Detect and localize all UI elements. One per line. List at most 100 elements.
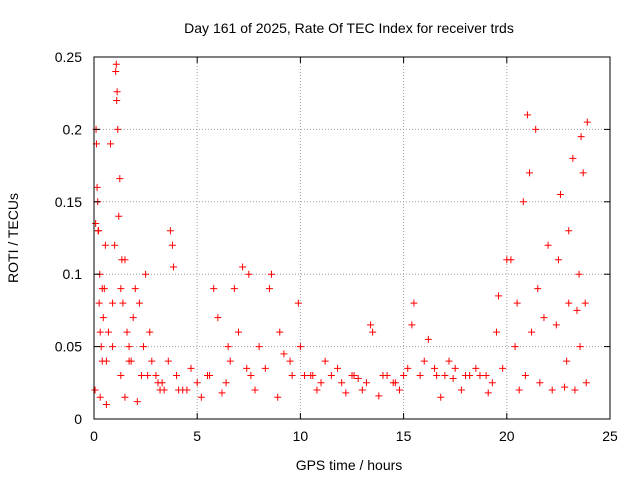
data-point <box>482 372 490 380</box>
data-point <box>245 270 253 278</box>
data-point <box>247 372 255 380</box>
data-point <box>367 321 375 329</box>
data-point <box>391 379 399 387</box>
data-point <box>338 379 346 387</box>
data-point <box>294 299 302 307</box>
data-point <box>169 263 177 271</box>
data-point <box>433 372 441 380</box>
data-point <box>286 357 294 365</box>
data-point <box>280 350 288 358</box>
data-point <box>91 386 99 394</box>
data-point <box>113 96 121 104</box>
data-point <box>222 379 230 387</box>
data-point <box>342 389 350 397</box>
data-point <box>404 364 412 372</box>
data-point <box>98 285 106 293</box>
x-tick-label: 10 <box>293 428 309 444</box>
data-point <box>112 60 120 68</box>
data-point <box>484 389 492 397</box>
data-point <box>255 343 263 351</box>
data-point <box>274 393 282 401</box>
data-point <box>534 285 542 293</box>
data-point <box>476 372 484 380</box>
data-point <box>239 263 247 271</box>
data-point <box>268 270 276 278</box>
axis-ticks: 0 5 10 15 20 25 0 0.05 0.1 0.15 0.2 0.25 <box>55 49 618 444</box>
data-point <box>536 379 544 387</box>
data-point <box>109 343 117 351</box>
data-point <box>166 227 174 235</box>
data-point <box>144 372 152 380</box>
data-point <box>540 314 548 322</box>
data-point <box>369 328 377 336</box>
data-point <box>265 285 273 293</box>
data-point <box>441 372 449 380</box>
data-point <box>117 285 125 293</box>
data-point <box>556 191 564 199</box>
data-point <box>123 328 131 336</box>
data-point <box>125 357 133 365</box>
data-point <box>513 299 521 307</box>
x-tick-label: 20 <box>499 428 515 444</box>
data-point <box>148 357 156 365</box>
data-point <box>526 169 534 177</box>
data-point <box>573 306 581 314</box>
data-point <box>117 372 125 380</box>
data-point <box>445 357 453 365</box>
data-point <box>95 227 103 235</box>
data-point <box>164 357 172 365</box>
data-point <box>234 328 242 336</box>
data-point <box>569 154 577 162</box>
data-point <box>296 343 304 351</box>
data-point <box>416 372 424 380</box>
data-point <box>354 374 362 382</box>
data-point <box>96 393 104 401</box>
data-point <box>104 328 112 336</box>
data-point <box>142 270 150 278</box>
data-point <box>561 383 569 391</box>
data-point <box>107 140 115 148</box>
data-point <box>102 401 110 409</box>
y-tick-label: 0.1 <box>63 266 83 282</box>
y-tick-label: 0.05 <box>55 339 82 355</box>
data-point <box>140 343 148 351</box>
data-point <box>197 393 205 401</box>
data-point <box>261 364 269 372</box>
data-point <box>214 314 222 322</box>
data-point <box>226 357 234 365</box>
data-point <box>125 343 133 351</box>
data-point <box>571 386 579 394</box>
data-point <box>375 392 383 400</box>
data-point <box>115 212 123 220</box>
data-point <box>499 364 507 372</box>
data-point <box>437 393 445 401</box>
data-point <box>111 241 119 249</box>
data-point <box>129 314 137 322</box>
data-point <box>243 364 251 372</box>
x-tick-label: 5 <box>193 428 201 444</box>
data-point <box>523 111 531 119</box>
data-point <box>492 328 500 336</box>
data-point <box>544 241 552 249</box>
data-point <box>301 372 309 380</box>
data-point <box>131 285 139 293</box>
grid-lines <box>94 57 610 419</box>
data-point <box>488 379 496 387</box>
data-point <box>173 372 181 380</box>
data-point <box>210 285 218 293</box>
x-tick-label: 0 <box>90 428 98 444</box>
data-point <box>93 183 101 191</box>
data-point <box>309 372 317 380</box>
data-point <box>424 335 432 343</box>
data-point <box>579 169 587 177</box>
data-point <box>146 328 154 336</box>
data-point <box>408 321 416 329</box>
data-point <box>112 67 120 75</box>
data-point <box>135 299 143 307</box>
data-point <box>230 285 238 293</box>
data-point <box>102 357 110 365</box>
chart-title: Day 161 of 2025, Rate Of TEC Index for r… <box>184 20 514 36</box>
data-point <box>554 256 562 264</box>
data-point <box>118 256 126 264</box>
y-tick-label: 0.25 <box>55 49 82 65</box>
